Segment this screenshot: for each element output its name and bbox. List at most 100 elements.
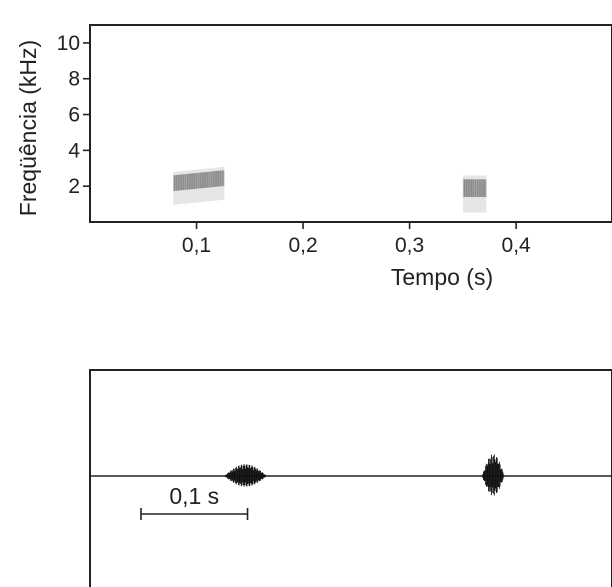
spectrogram-energy — [480, 179, 482, 198]
spectrogram-energy — [216, 170, 218, 187]
spectrogram-energy — [198, 169, 200, 203]
spectrogram-energy — [202, 172, 204, 189]
spectrogram-energy — [188, 170, 190, 204]
spectrogram-energy — [174, 175, 176, 191]
spectrogram-energy — [185, 170, 187, 204]
spectrogram-energy — [194, 169, 196, 203]
spectrogram-energy — [473, 179, 475, 198]
spectrogram-energy — [200, 172, 202, 189]
spectrogram-energy — [483, 175, 485, 213]
spectrogram-energy — [173, 175, 175, 192]
spectrogram-energy — [196, 172, 198, 189]
spectrogram-energy — [182, 174, 184, 191]
spectrogram-energy — [472, 179, 474, 198]
spectrogram-energy — [184, 174, 186, 190]
spectrogram-energy — [217, 167, 219, 201]
spectrogram-energy — [218, 167, 220, 201]
spectrogram-energy — [203, 172, 205, 189]
spectrogram-energy — [208, 171, 210, 188]
spectrogram-energy — [182, 170, 184, 204]
spectrogram-energy — [462, 175, 465, 213]
spectrogram-energy — [480, 175, 482, 213]
spectrogram-energy — [202, 168, 204, 202]
spectrogram-energy — [479, 179, 481, 198]
waveform-burst — [224, 464, 267, 487]
spectrogram-energy — [186, 173, 188, 190]
spectrogram-energy — [187, 170, 189, 204]
spectrogram-energy — [189, 170, 191, 204]
spectrogram-energy — [176, 171, 178, 205]
spectrogram-energy — [220, 167, 222, 201]
spectrogram-energy — [472, 175, 474, 213]
spectrogram-energy — [190, 173, 192, 190]
spectrogram-energy — [209, 171, 211, 188]
spectrogram-frame — [89, 24, 612, 223]
spectrogram-energy — [178, 171, 180, 205]
spectrogram-energy — [215, 171, 217, 187]
spectrogram-energy — [481, 175, 483, 213]
spectrogram-energy — [209, 168, 211, 202]
spectrogram-energy — [483, 179, 485, 198]
spectrogram-energy — [184, 170, 186, 204]
spectrogram-energy — [221, 170, 223, 187]
spectrogram-energy — [481, 179, 483, 198]
waveform-burst — [482, 454, 505, 496]
spectrogram-energy — [221, 167, 223, 200]
spectrogram-energy — [471, 179, 473, 198]
spectrogram-energy — [196, 169, 198, 203]
spectrogram-energy — [474, 179, 476, 198]
spectrogram-note — [462, 175, 487, 213]
spectrogram-energy — [222, 166, 224, 200]
spectrogram-energy — [178, 174, 180, 191]
spectrogram-energy — [192, 173, 194, 190]
spectrogram-energy — [195, 173, 197, 189]
spectrogram-energy — [210, 171, 212, 188]
spectrogram-energy — [179, 171, 181, 205]
spectrogram-energy — [214, 167, 216, 201]
spectrogram-energy — [191, 170, 193, 203]
spectrogram-energy — [177, 171, 179, 205]
y-axis-ticks: 2 4 6 8 10 — [57, 32, 90, 198]
spectrogram-energy — [215, 167, 217, 201]
spectrogram-energy — [219, 170, 221, 187]
spectrogram-energy — [212, 171, 214, 188]
spectrogram-energy — [484, 175, 486, 213]
spectrogram-energy — [474, 175, 476, 213]
spectrogram-energy — [485, 179, 487, 198]
spectrogram-energy — [212, 167, 214, 201]
spectrogram-energy — [201, 172, 203, 189]
spectrogram-energy — [195, 169, 197, 203]
spectrogram-energy — [183, 174, 185, 191]
spectrogram-energy — [201, 169, 203, 202]
spectrogram-energy — [478, 179, 480, 198]
spectrogram-energy — [180, 174, 182, 191]
spectrogram-energy — [174, 171, 176, 205]
spectrogram-energy — [190, 170, 192, 204]
spectrogram-energy — [191, 173, 193, 190]
spectrogram-energy — [211, 168, 213, 201]
y-tick-label: 2 — [68, 175, 80, 198]
spectrogram-energy — [485, 175, 487, 213]
spectrogram-energy — [185, 174, 187, 190]
spectrogram-energy — [193, 173, 195, 190]
spectrogram-energy — [467, 175, 470, 213]
oscillogram-panel: 0,1 s — [89, 369, 612, 587]
spectrogram-energy — [477, 179, 479, 198]
spectrogram-energy — [467, 179, 470, 198]
spectrogram-energy — [213, 171, 215, 188]
spectrogram-energy — [479, 175, 481, 213]
spectrogram-energy — [465, 179, 468, 198]
spectrogram-energy — [197, 169, 199, 203]
spectrogram-energy — [484, 179, 486, 198]
spectrogram-energy — [176, 174, 178, 191]
spectrogram-energy — [464, 175, 467, 213]
scale-bar-label: 0,1 s — [169, 483, 219, 509]
spectrogram-notes — [173, 166, 487, 213]
spectrogram-energy — [468, 175, 471, 213]
spectrogram-energy — [177, 174, 179, 191]
spectrogram-energy — [466, 175, 469, 213]
spectrogram-energy — [211, 171, 213, 188]
spectrogram-energy — [478, 175, 480, 213]
spectrogram-energy — [203, 168, 205, 202]
x-tick-label: 0,4 — [502, 234, 532, 257]
